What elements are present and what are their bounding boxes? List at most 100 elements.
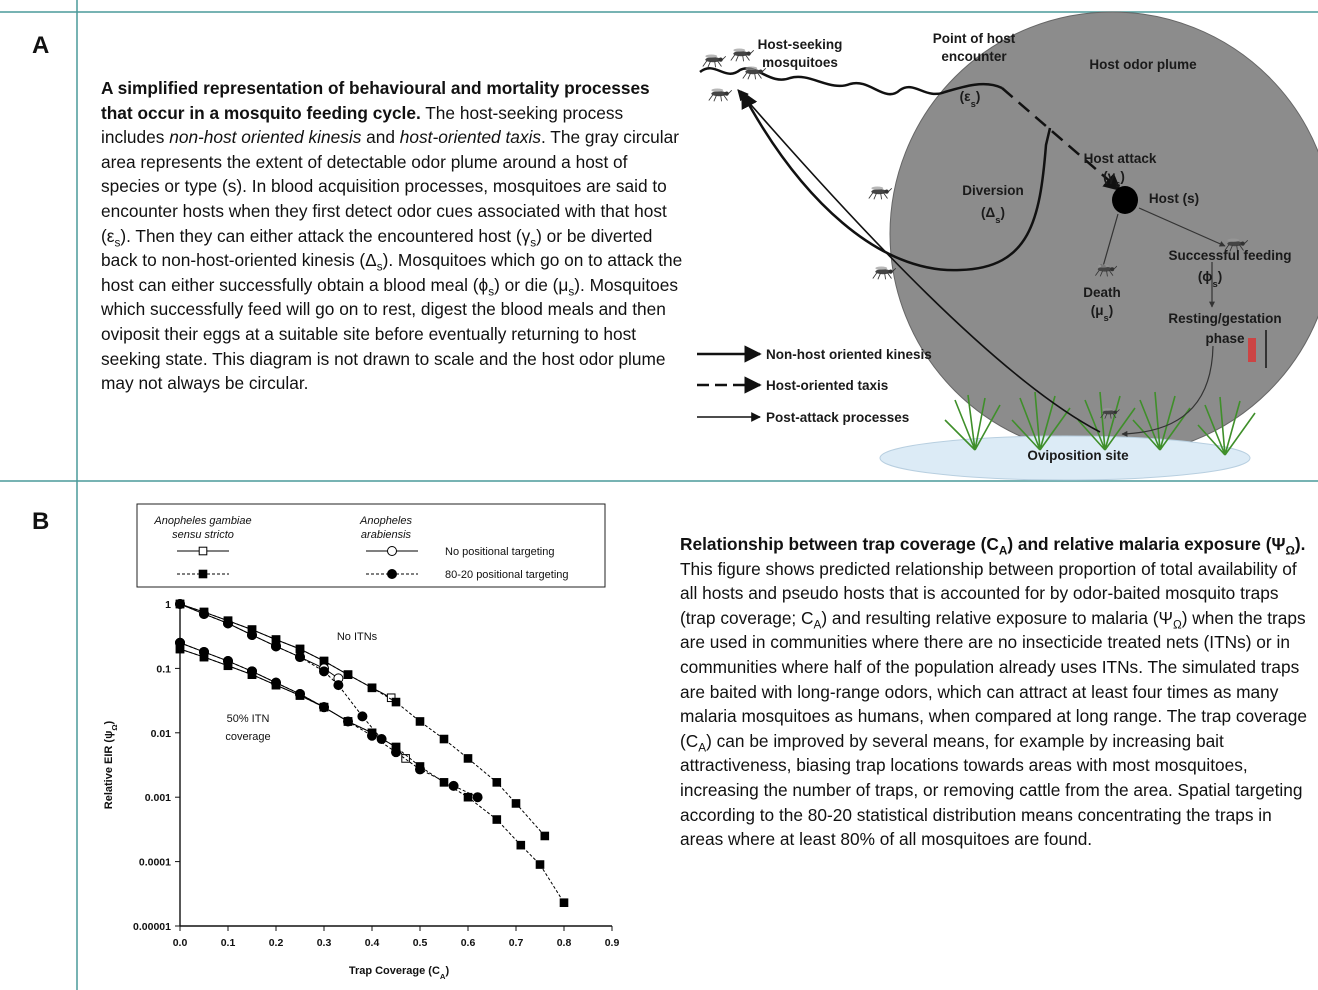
- data-point: [512, 800, 520, 808]
- data-point: [176, 600, 185, 609]
- data-point: [392, 698, 400, 706]
- data-point: [358, 712, 367, 721]
- data-point: [416, 765, 425, 774]
- resting-mosquito: [1248, 338, 1256, 362]
- data-point: [440, 735, 448, 743]
- text-run: ): [103, 720, 115, 724]
- data-point: [334, 681, 343, 690]
- data-point: [320, 667, 329, 676]
- annotation: No ITNs: [337, 631, 378, 643]
- caption: Relationship between trap coverage (C A) …: [680, 532, 1308, 852]
- data-point: [200, 609, 209, 618]
- annotation: coverage: [225, 731, 270, 743]
- data-point: [200, 647, 209, 656]
- data-point: [272, 642, 281, 651]
- text-run: ): [976, 89, 981, 104]
- x-tick-label: 0.7: [509, 937, 524, 949]
- legend-species: arabiensis: [361, 529, 412, 541]
- legend-label: No positional targeting: [445, 546, 554, 558]
- data-point: [517, 841, 525, 849]
- data-point: [368, 684, 376, 692]
- data-point: [296, 690, 305, 699]
- data-point: [493, 816, 501, 824]
- data-point: [402, 755, 410, 763]
- host: [1112, 186, 1138, 214]
- diagram-label: Host attack: [1084, 151, 1157, 166]
- text-run: (ϕ: [1198, 269, 1213, 284]
- diagram-label: Successful feeding: [1168, 248, 1291, 263]
- y-tick-label: 1: [165, 599, 171, 611]
- legend-marker: [388, 570, 397, 579]
- data-point: [272, 678, 281, 687]
- diagram-label: phase: [1205, 331, 1245, 346]
- data-point: [320, 703, 329, 712]
- x-tick-label: 0.2: [269, 937, 284, 949]
- data-point: [464, 755, 472, 763]
- legend-label: 80-20 positional targeting: [445, 569, 569, 581]
- caption-run: Relationship between trap coverage (C: [680, 534, 999, 554]
- panel-label: B: [32, 508, 49, 536]
- caption-run: ) when the traps are used in communities…: [680, 608, 1307, 751]
- diagram-label: Oviposition site: [1027, 448, 1129, 463]
- text-run: Trap Coverage (C: [349, 965, 440, 977]
- text-run: (γ: [1103, 169, 1115, 184]
- x-tick-label: 0.6: [461, 937, 476, 949]
- data-point: [176, 638, 185, 647]
- x-tick-label: 0.4: [365, 937, 380, 949]
- caption-run: Ω: [1173, 618, 1182, 631]
- data-point: [541, 832, 549, 840]
- y-tick-label: 0.01: [151, 728, 172, 740]
- caption-run: Ω: [1285, 544, 1294, 557]
- data-point: [368, 731, 377, 740]
- data-point: [224, 619, 233, 628]
- x-tick-label: 0.3: [317, 937, 332, 949]
- data-point: [344, 717, 353, 726]
- caption-run: ). Then they can either attack the encou…: [120, 226, 530, 246]
- x-axis-label: Trap Coverage (CA): [349, 965, 450, 981]
- mosquito-icon: [869, 187, 892, 200]
- diagram-label: Host-seeking: [758, 37, 843, 52]
- data-point: [493, 779, 501, 787]
- caption-run: and: [361, 127, 399, 147]
- mosquito-icon: [731, 49, 754, 62]
- legend-species: Anopheles: [359, 515, 412, 527]
- text-run: ): [1000, 205, 1005, 220]
- caption-run: non-host oriented kinesis: [169, 127, 361, 147]
- page: 0.000010.00010.0010.010.110.00.10.20.30.…: [0, 0, 1318, 990]
- data-point: [248, 667, 257, 676]
- diagram-label: Non-host oriented kinesis: [766, 347, 932, 362]
- legend-marker: [199, 547, 207, 555]
- text-run: ): [1120, 169, 1125, 184]
- x-tick-label: 0.9: [605, 937, 620, 949]
- diagram-label: mosquitoes: [762, 55, 838, 70]
- diagram-label: Diversion: [962, 183, 1024, 198]
- diagram-label: encounter: [941, 49, 1007, 64]
- caption-run: host-oriented taxis: [400, 127, 541, 147]
- legend-marker: [199, 570, 207, 578]
- diagram-label: Host-oriented taxis: [766, 378, 888, 393]
- y-tick-label: 0.001: [145, 792, 171, 804]
- data-point: [449, 781, 458, 790]
- text-run: ): [1218, 269, 1223, 284]
- y-tick-label: 0.00001: [133, 921, 171, 933]
- caption: A simplified representation of behaviour…: [101, 76, 686, 396]
- y-axis-label: Relative EIR (ψΩ): [103, 720, 119, 809]
- text-run: Relative EIR (ψ: [103, 731, 115, 810]
- x-tick-label: 0.5: [413, 937, 428, 949]
- text-run: (μ: [1091, 303, 1104, 318]
- diagram-label: Host odor plume: [1089, 57, 1197, 72]
- y-tick-label: 0.1: [156, 663, 171, 675]
- legend-marker: [388, 547, 397, 556]
- diagram-label: Death: [1083, 285, 1121, 300]
- diagram-label: Host (s): [1149, 191, 1199, 206]
- text-run: (Δ: [981, 205, 995, 220]
- series-line: [180, 649, 406, 758]
- panel-label: A: [32, 32, 49, 60]
- annotation: 50% ITN: [227, 713, 270, 725]
- data-point: [296, 645, 304, 653]
- data-point: [536, 861, 544, 869]
- data-point: [464, 793, 472, 801]
- diagram-label: Point of host: [933, 31, 1016, 46]
- caption-run: A: [698, 741, 706, 754]
- data-point: [344, 671, 352, 679]
